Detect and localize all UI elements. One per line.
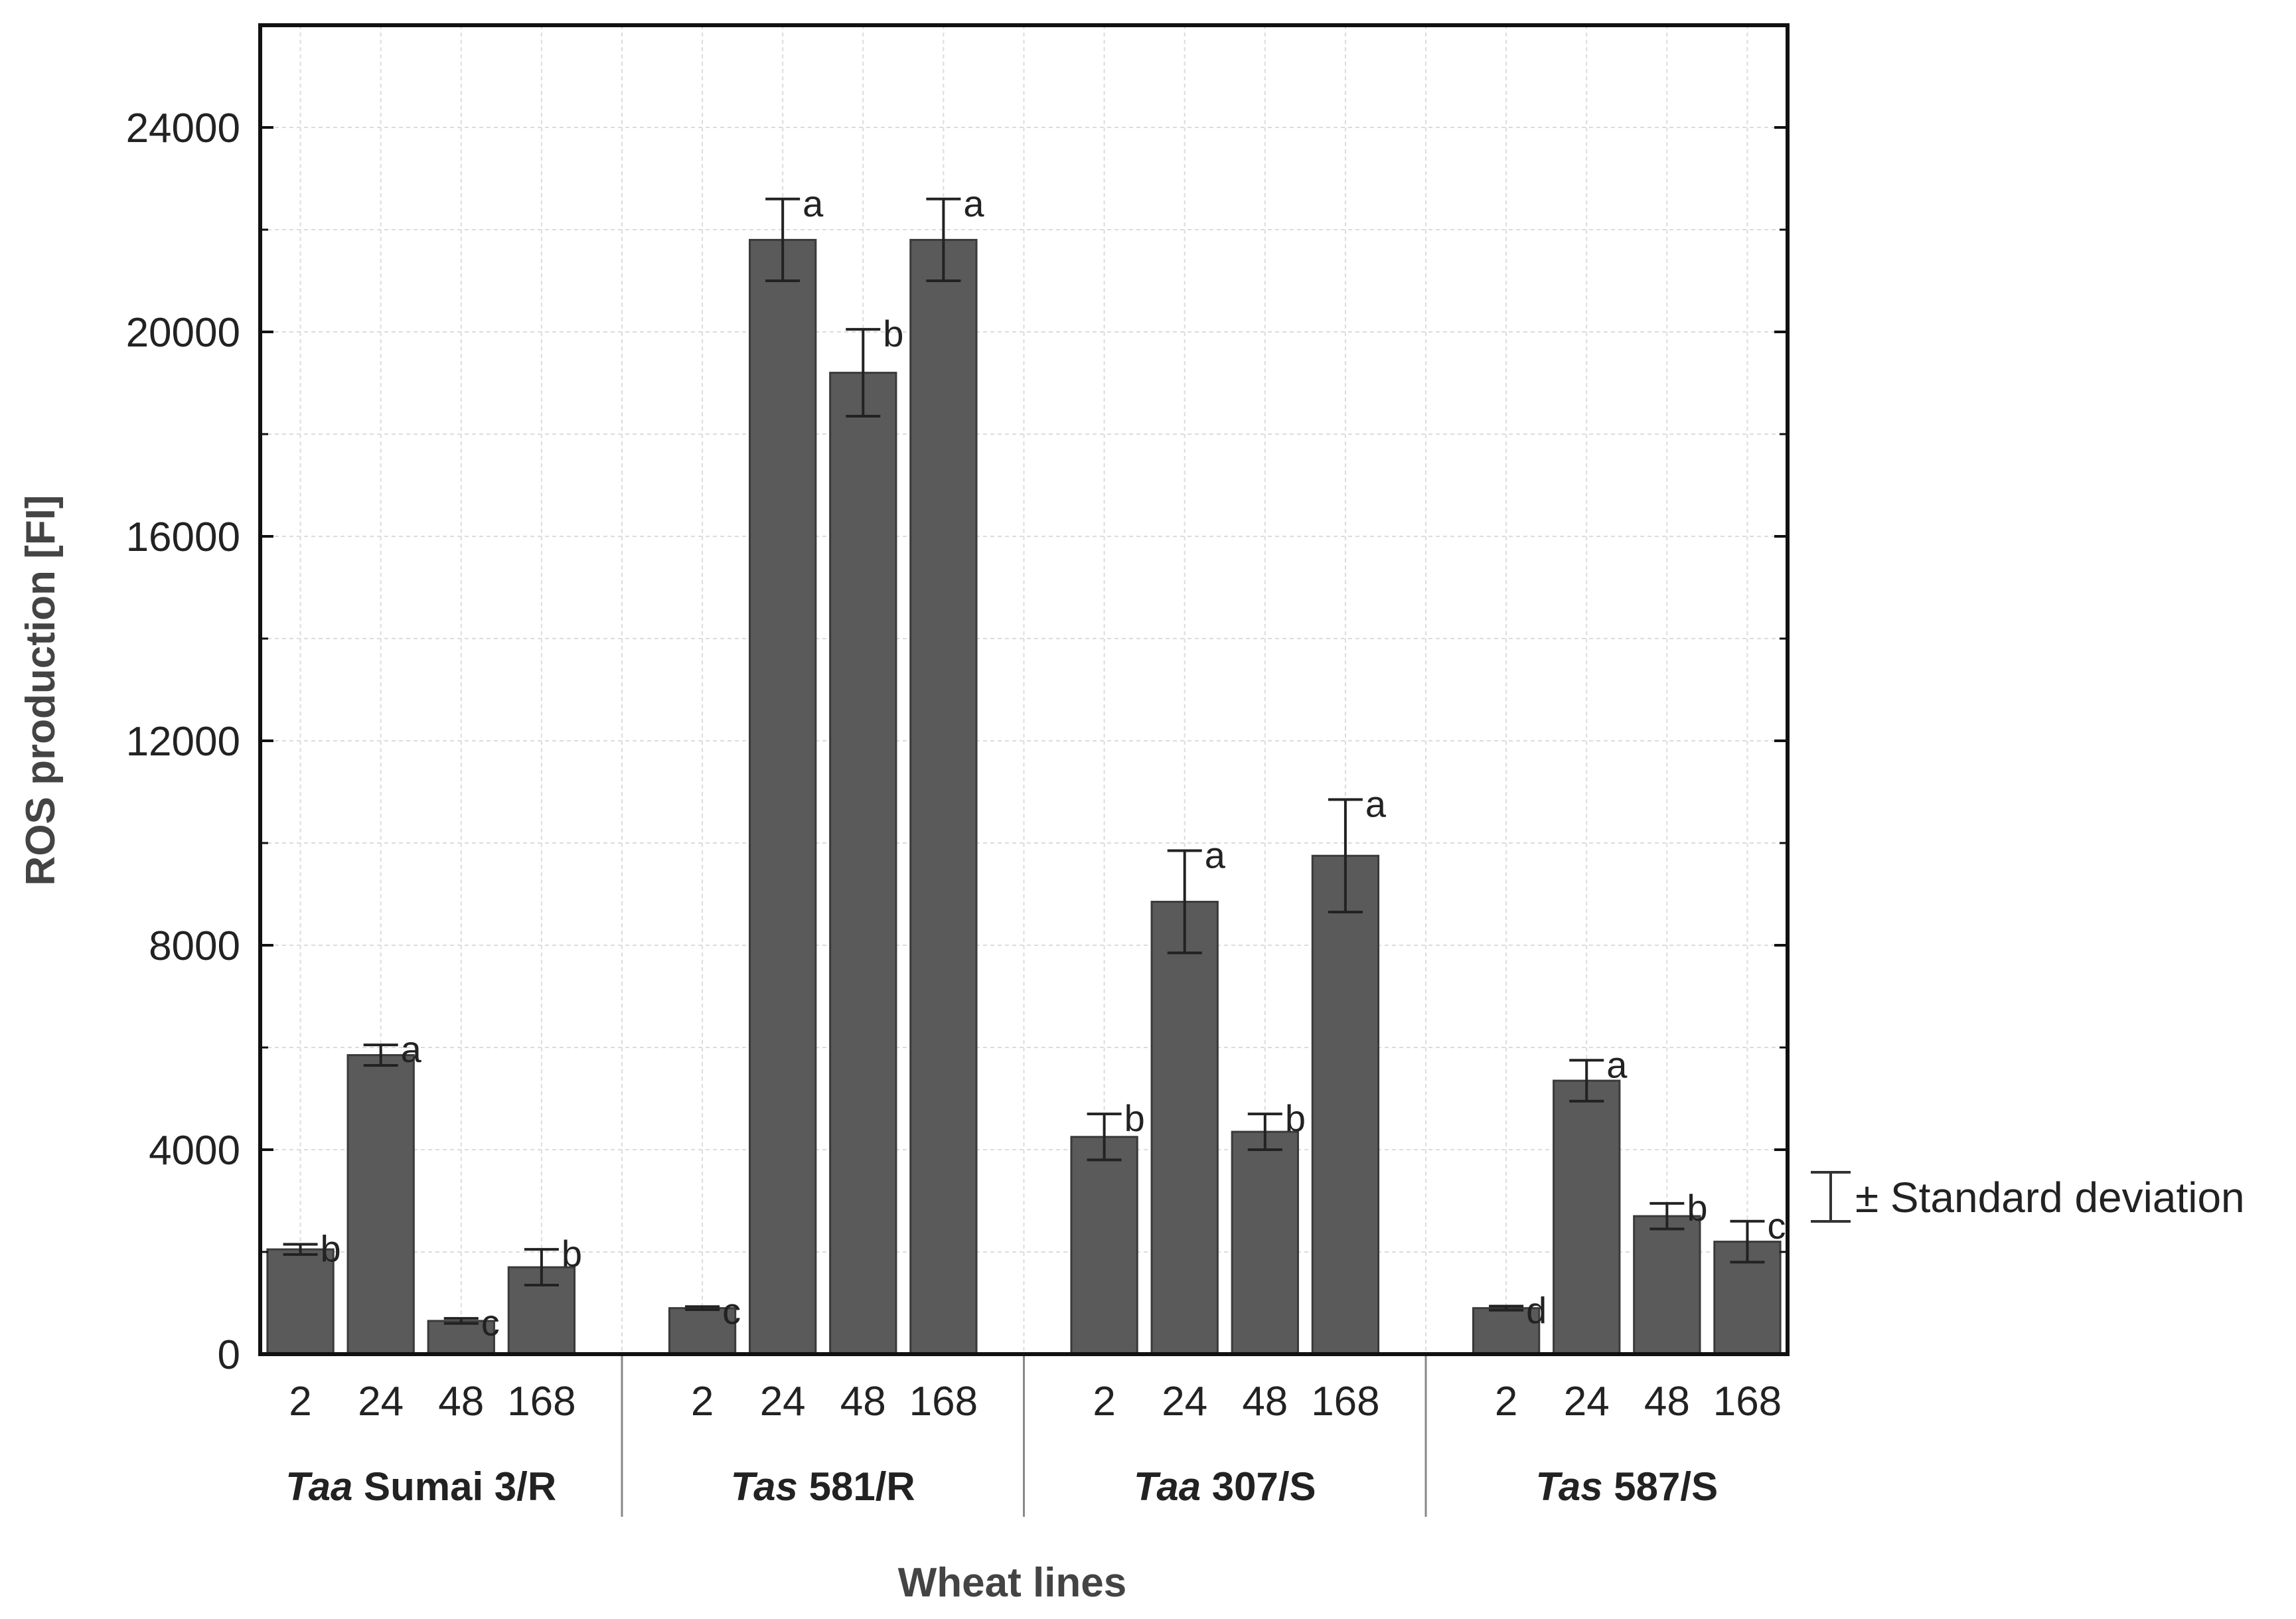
- legend: ± Standard deviation: [1811, 1171, 2245, 1223]
- x-tick-label: 2: [691, 1379, 714, 1425]
- group-label-line: 581/R: [798, 1464, 915, 1509]
- bar: [668, 1307, 737, 1355]
- y-axis-title: ROS production [FI]: [18, 495, 64, 886]
- group-label-line: Sumai 3/R: [352, 1464, 556, 1509]
- group-label: Tas 581/R: [731, 1464, 915, 1509]
- y-tick-label: 8000: [149, 923, 240, 969]
- group-label: Taa 307/S: [1134, 1464, 1316, 1509]
- axes: [258, 23, 1790, 1517]
- significance-letter: d: [1526, 1290, 1547, 1332]
- labels: b 2 a 24 c 48 b 168 Taa Sumai 3/R c 2 a 24 b 48 a 168 Tas…: [126, 106, 1786, 1509]
- y-tick-label: 0: [218, 1332, 240, 1378]
- group-label-species: Taa: [285, 1464, 352, 1509]
- significance-letter: b: [321, 1227, 341, 1269]
- bar: [1553, 1079, 1621, 1355]
- bar: [1070, 1136, 1138, 1355]
- significance-letter: c: [481, 1302, 500, 1344]
- bar: [1311, 854, 1380, 1355]
- x-tick-label: 2: [289, 1379, 311, 1425]
- bar: [749, 238, 817, 1355]
- group-label-species: Tas: [731, 1464, 798, 1509]
- significance-letter: a: [401, 1028, 422, 1070]
- bar: [427, 1320, 495, 1355]
- x-tick-label: 168: [1311, 1379, 1379, 1425]
- significance-letter: b: [562, 1233, 582, 1274]
- y-tick-label: 20000: [126, 310, 240, 356]
- x-tick-label: 2: [1093, 1379, 1115, 1425]
- significance-letter: b: [1124, 1097, 1145, 1139]
- x-tick-label: 168: [1713, 1379, 1782, 1425]
- x-tick-label: 168: [507, 1379, 575, 1425]
- legend-label: ± Standard deviation: [1855, 1174, 2245, 1221]
- x-tick-label: 24: [1162, 1379, 1207, 1425]
- significance-letter: a: [803, 183, 824, 224]
- significance-letter: a: [963, 183, 984, 224]
- y-tick-label: 16000: [126, 514, 240, 560]
- significance-letter: c: [1767, 1205, 1786, 1247]
- group-label-species: Tas: [1535, 1464, 1602, 1509]
- group-label-species: Taa: [1134, 1464, 1201, 1509]
- significance-letter: a: [1365, 783, 1387, 825]
- x-tick-label: 2: [1495, 1379, 1517, 1425]
- x-tick-label: 48: [1242, 1379, 1288, 1425]
- bar: [1633, 1215, 1701, 1355]
- significance-letter: c: [722, 1290, 741, 1332]
- group-label: Taa Sumai 3/R: [285, 1464, 556, 1509]
- significance-letter: b: [1687, 1187, 1707, 1229]
- x-tick-label: 48: [840, 1379, 886, 1425]
- bar: [346, 1054, 415, 1355]
- bar: [266, 1248, 335, 1355]
- x-tick-label: 24: [358, 1379, 404, 1425]
- y-tick-label: 4000: [149, 1128, 240, 1174]
- x-tick-label: 48: [438, 1379, 484, 1425]
- significance-letter: b: [1285, 1097, 1306, 1139]
- bar: [1231, 1130, 1299, 1355]
- bar: [909, 238, 978, 1355]
- x-tick-label: 48: [1644, 1379, 1690, 1425]
- group-label-line: 307/S: [1201, 1464, 1316, 1509]
- bar: [1150, 901, 1219, 1355]
- significance-letter: a: [1606, 1043, 1628, 1085]
- x-axis-title: Wheat lines: [898, 1560, 1127, 1606]
- y-tick-label: 24000: [126, 106, 240, 151]
- x-tick-label: 168: [909, 1379, 978, 1425]
- group-label: Tas 587/S: [1535, 1464, 1718, 1509]
- significance-letter: a: [1205, 834, 1226, 876]
- bar: [829, 372, 897, 1355]
- y-tick-label: 12000: [126, 719, 240, 765]
- significance-letter: b: [883, 313, 903, 354]
- group-label-line: 587/S: [1603, 1464, 1718, 1509]
- x-tick-label: 24: [760, 1379, 806, 1425]
- x-tick-label: 24: [1564, 1379, 1610, 1425]
- plot-frame: [258, 23, 1790, 1356]
